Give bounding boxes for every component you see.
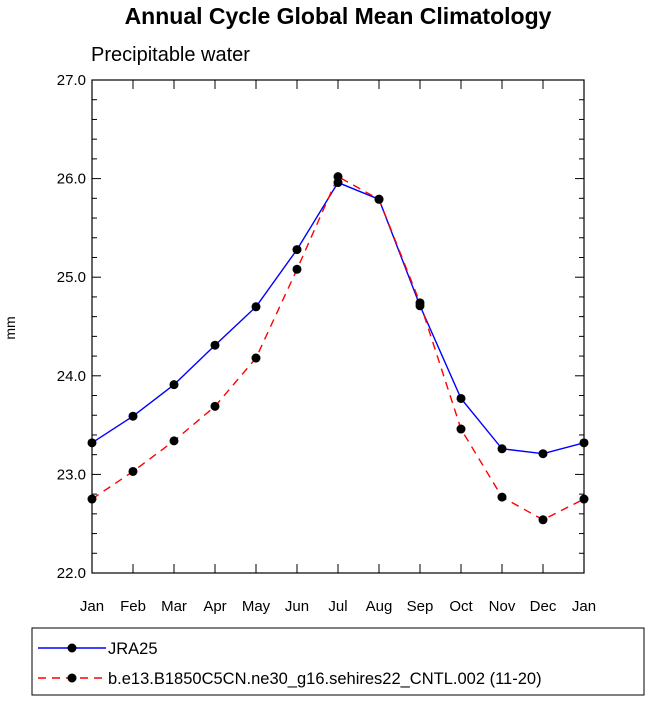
y-tick-label: 27.0 xyxy=(57,72,86,89)
y-tick-label: 25.0 xyxy=(57,269,86,286)
data-point xyxy=(169,436,179,446)
plot-area: 22.0 23.0 24.0 25.0 26.0 27.0 Jan Feb Mar Apr May J… xyxy=(57,72,596,615)
data-point xyxy=(538,515,548,525)
data-point xyxy=(169,380,179,390)
data-point xyxy=(579,438,589,448)
x-tick-label: Feb xyxy=(120,598,146,615)
data-point xyxy=(292,245,302,255)
x-tick-label: Jan xyxy=(572,598,596,615)
legend-label: b.e13.B1850C5CN.ne30_g16.sehires22_CNTL.… xyxy=(108,670,542,688)
chart-title: Annual Cycle Global Mean Climatology xyxy=(125,3,552,29)
data-point xyxy=(87,438,97,448)
data-point xyxy=(292,264,302,274)
y-tick-label: 24.0 xyxy=(57,368,86,385)
x-tick-label: Nov xyxy=(489,598,516,615)
x-tick-label: Oct xyxy=(449,598,473,615)
x-tick-label: Sep xyxy=(407,598,434,615)
legend-marker xyxy=(67,643,77,653)
series-line-1 xyxy=(91,181,585,455)
data-point xyxy=(333,172,343,182)
x-tick-label: Dec xyxy=(530,598,557,615)
chart-subtitle: Precipitable water xyxy=(91,44,250,66)
data-point xyxy=(456,424,466,434)
series-line-2 xyxy=(91,175,585,521)
x-tick-label: Aug xyxy=(366,598,393,615)
data-point xyxy=(87,494,97,504)
y-tick-label: 22.0 xyxy=(57,565,86,582)
data-point xyxy=(579,494,589,504)
x-tick-label: Jan xyxy=(80,598,104,615)
legend-marker xyxy=(67,673,77,683)
data-point xyxy=(210,340,220,350)
data-point xyxy=(456,393,466,403)
data-point xyxy=(128,466,138,476)
x-tick-label: May xyxy=(242,598,271,615)
data-point xyxy=(497,444,507,454)
data-point xyxy=(374,194,384,204)
data-point xyxy=(415,298,425,308)
data-point xyxy=(251,353,261,363)
y-axis-label: mm xyxy=(2,316,18,339)
legend-label: JRA25 xyxy=(108,640,158,658)
legend: JRA25 b.e13.B1850C5CN.ne30_g16.sehires22_… xyxy=(31,627,645,696)
plot-frame xyxy=(91,79,585,574)
y-tick-label: 26.0 xyxy=(57,171,86,188)
data-point xyxy=(251,302,261,312)
data-point xyxy=(210,401,220,411)
x-tick-label: Apr xyxy=(203,598,226,615)
legend-box xyxy=(31,627,645,696)
x-tick-label: Mar xyxy=(161,598,187,615)
x-tick-label: Jun xyxy=(285,598,309,615)
data-point xyxy=(538,449,548,459)
y-tick-label: 23.0 xyxy=(57,466,86,483)
x-tick-label: Jul xyxy=(328,598,347,615)
data-point xyxy=(128,411,138,421)
data-point xyxy=(497,492,507,502)
